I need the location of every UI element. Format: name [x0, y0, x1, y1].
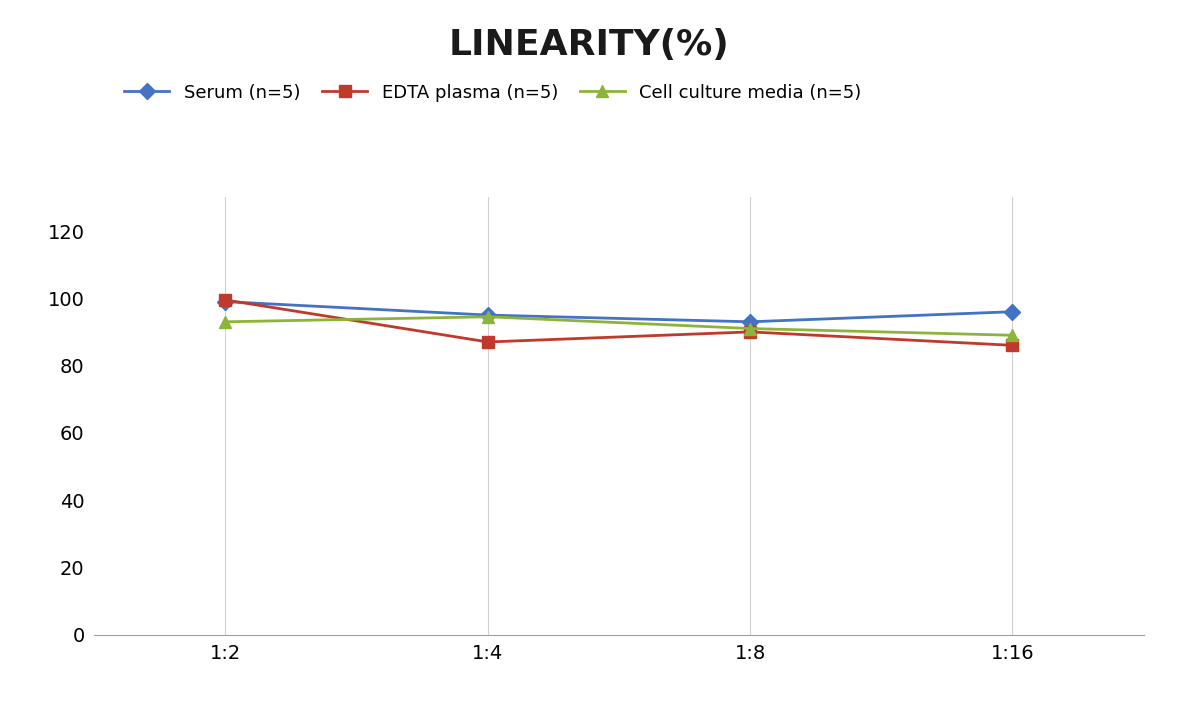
- Serum (n=5): [481, 311, 495, 319]
- EDTA plasma (n=5): [743, 328, 757, 336]
- Line: Cell culture media (n=5): Cell culture media (n=5): [220, 311, 1017, 341]
- Line: EDTA plasma (n=5): EDTA plasma (n=5): [220, 295, 1017, 351]
- EDTA plasma (n=5): [218, 295, 232, 304]
- Serum (n=5): [218, 298, 232, 306]
- Legend: Serum (n=5), EDTA plasma (n=5), Cell culture media (n=5): Serum (n=5), EDTA plasma (n=5), Cell cul…: [124, 84, 862, 102]
- EDTA plasma (n=5): [1006, 341, 1020, 350]
- Serum (n=5): [743, 317, 757, 326]
- Text: LINEARITY(%): LINEARITY(%): [449, 28, 730, 62]
- Cell culture media (n=5): [481, 312, 495, 321]
- Cell culture media (n=5): [218, 317, 232, 326]
- Line: Serum (n=5): Serum (n=5): [220, 296, 1017, 327]
- EDTA plasma (n=5): [481, 338, 495, 346]
- Serum (n=5): [1006, 307, 1020, 316]
- Cell culture media (n=5): [743, 324, 757, 333]
- Cell culture media (n=5): [1006, 331, 1020, 340]
